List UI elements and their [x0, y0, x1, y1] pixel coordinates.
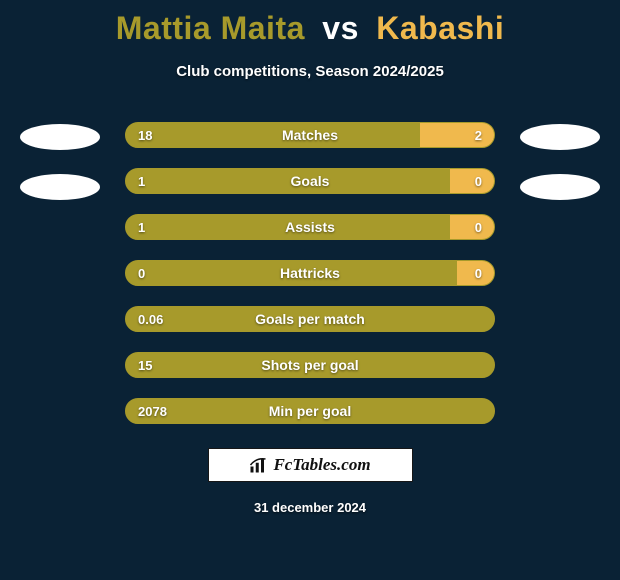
club-badge	[520, 174, 600, 200]
club-badge	[20, 124, 100, 150]
snapshot-date: 31 december 2024	[0, 500, 620, 515]
stat-bar: Matches18 2	[125, 122, 495, 148]
bar-value-left: 18	[138, 123, 152, 147]
bar-label: Assists	[126, 215, 494, 239]
bar-label: Hattricks	[126, 261, 494, 285]
bar-label: Goals	[126, 169, 494, 193]
source-logo: FcTables.com	[208, 448, 413, 482]
subtitle: Club competitions, Season 2024/2025	[0, 63, 620, 80]
player2-name: Kabashi	[376, 10, 504, 46]
club-badge	[20, 174, 100, 200]
bar-value-right: 0	[475, 261, 482, 285]
bar-value-left: 2078	[138, 399, 167, 423]
stat-bar: Assists1 0	[125, 214, 495, 240]
left-badges	[20, 124, 100, 200]
player1-name: Mattia Maita	[116, 10, 305, 46]
stat-bar: Min per goal2078	[125, 398, 495, 424]
bar-label: Matches	[126, 123, 494, 147]
right-badges	[520, 124, 600, 200]
bar-value-right: 0	[475, 215, 482, 239]
bar-value-left: 0	[138, 261, 145, 285]
bar-label: Shots per goal	[126, 353, 494, 377]
bar-value-left: 0.06	[138, 307, 163, 331]
bar-value-right: 0	[475, 169, 482, 193]
fctables-icon	[249, 456, 267, 474]
source-name: FcTables.com	[273, 455, 370, 475]
comparison-title: Mattia Maita vs Kabashi	[0, 0, 620, 47]
bar-value-left: 15	[138, 353, 152, 377]
stat-bar: Hattricks0 0	[125, 260, 495, 286]
bar-value-left: 1	[138, 215, 145, 239]
stat-bars: Matches182Goals10Assists10Hattricks00Goa…	[125, 122, 495, 424]
stat-bar: Goals per match0.06	[125, 306, 495, 332]
bar-label: Goals per match	[126, 307, 494, 331]
bar-value-right: 2	[475, 123, 482, 147]
stat-bar: Shots per goal15	[125, 352, 495, 378]
bar-label: Min per goal	[126, 399, 494, 423]
vs-separator: vs	[322, 10, 359, 46]
bar-value-left: 1	[138, 169, 145, 193]
club-badge	[520, 124, 600, 150]
stat-bar: Goals1 0	[125, 168, 495, 194]
